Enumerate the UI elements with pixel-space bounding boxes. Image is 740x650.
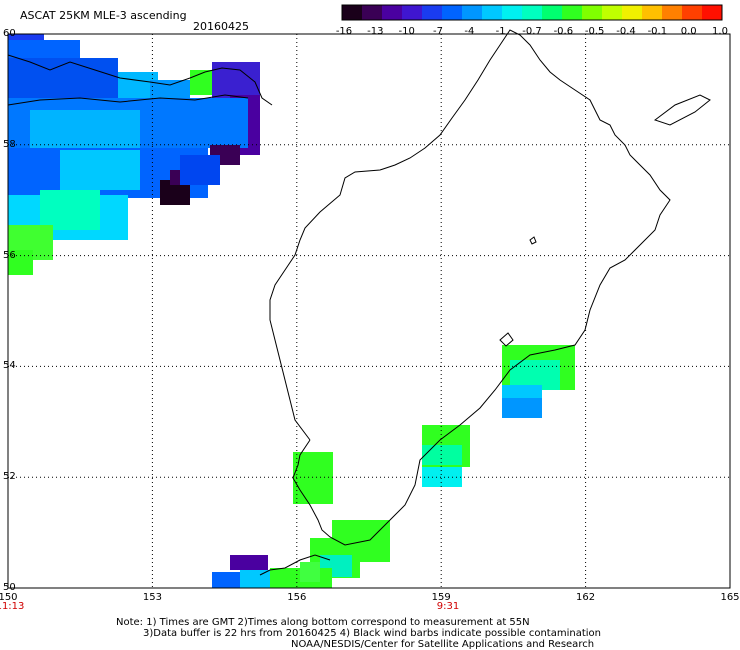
swath-cell (293, 452, 333, 504)
colorbar-swatch (482, 5, 503, 20)
map-date: 20160425 (193, 20, 249, 33)
swath-cell (422, 445, 462, 465)
colorbar-swatch (622, 5, 643, 20)
kuril-north-coastline (259, 554, 331, 576)
colorbar-tick-label: -13 (367, 26, 384, 37)
latitude-label: 60 (3, 28, 16, 39)
colorbar-tick-label: -0.7 (522, 26, 542, 37)
swath-cell (180, 155, 220, 185)
latitude-label: 54 (3, 360, 16, 372)
graticule (8, 34, 730, 588)
map-title: ASCAT 25KM MLE-3 ascending (20, 9, 187, 22)
colorbar-swatch (442, 5, 463, 20)
small-island (529, 236, 537, 245)
kuril-island (499, 332, 514, 347)
colorbar-swatch (362, 5, 383, 20)
colorbar-tick-label: -1 (495, 26, 506, 37)
longitude-label: 153 (142, 592, 162, 603)
colorbar-tick-label: 1.0 (712, 26, 728, 37)
colorbar-swatch (642, 5, 663, 20)
colorbar-tick-label: -16 (335, 26, 353, 37)
swath-cell (230, 555, 268, 570)
colorbar-swatch (582, 5, 603, 20)
time-start: 11:13 (0, 601, 25, 612)
longitude-label: 165 (720, 592, 740, 603)
koni-peninsula-coastline (7, 94, 249, 106)
colorbar-swatch (702, 5, 723, 20)
colorbar-swatch (342, 5, 363, 20)
colorbar-swatch (422, 5, 443, 20)
latitude-label: 50 (3, 582, 16, 593)
colorbar-swatch (542, 5, 563, 20)
colorbar-tick-label: -0.4 (616, 26, 636, 37)
swath-cell (502, 385, 542, 400)
colorbar (341, 4, 723, 21)
latitude-label: 56 (3, 249, 16, 261)
swath-cell (30, 110, 140, 150)
kamchatka-coastline (269, 29, 671, 546)
colorbar-swatch (562, 5, 583, 20)
colorbar-tick-label: -4 (464, 26, 475, 37)
scatterometer-swath (8, 34, 575, 588)
latitude-label: 52 (3, 471, 16, 483)
colorbar-swatch (522, 5, 543, 20)
colorbar-tick-label: -0.6 (553, 26, 574, 37)
note-line-1: Note: 1) Times are GMT 2)Times along bot… (116, 617, 530, 628)
swath-cell (8, 250, 33, 275)
swath-cell (300, 562, 320, 582)
swath-cell (422, 467, 462, 487)
colorbar-swatch (662, 5, 683, 20)
swath-cell (240, 570, 270, 588)
map-frame (7, 33, 731, 589)
longitude-label: 159 (431, 592, 451, 603)
colorbar-frame (341, 4, 723, 21)
latitude-label: 58 (3, 138, 16, 150)
colorbar-swatch (382, 5, 403, 20)
okhotsk-north-coastline (7, 54, 273, 106)
swath-cell (8, 58, 118, 98)
colorbar-tick-label: 0.0 (680, 26, 697, 37)
colorbar-tick-label: -0.5 (584, 26, 605, 37)
colorbar-swatch (502, 5, 523, 20)
time-mid: 9:31 (436, 601, 460, 612)
colorbar-tick-label: -10 (398, 26, 415, 37)
swath-cell (40, 190, 100, 230)
swath-cell (502, 398, 542, 418)
longitude-label: 162 (576, 592, 596, 603)
colorbar-swatch (402, 5, 423, 20)
longitude-label: 156 (287, 592, 307, 603)
colorbar-swatch (682, 5, 703, 20)
colorbar-swatch (462, 5, 483, 20)
colorbar-tick-label: -0.1 (647, 26, 668, 37)
colorbar-swatch (602, 5, 623, 20)
note-line-3: NOAA/NESDIS/Center for Satellite Applica… (291, 639, 595, 650)
longitude-label: 150 (0, 592, 18, 603)
colorbar-tick-label: -7 (433, 26, 443, 37)
note-line-2: 3)Data buffer is 22 hrs from 20160425 4)… (143, 628, 601, 639)
swath-cell (190, 70, 215, 95)
karaginsky-island (653, 94, 711, 126)
coastline (7, 29, 711, 576)
swath-cell (60, 150, 140, 190)
